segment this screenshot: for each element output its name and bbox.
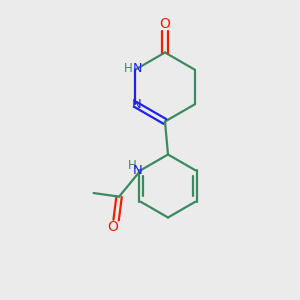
Text: N: N (133, 164, 142, 177)
Text: O: O (107, 220, 118, 234)
Text: O: O (160, 17, 170, 31)
Text: N: N (132, 98, 142, 111)
Text: H: H (124, 62, 133, 75)
Text: H: H (128, 159, 137, 172)
Text: N: N (133, 62, 142, 75)
